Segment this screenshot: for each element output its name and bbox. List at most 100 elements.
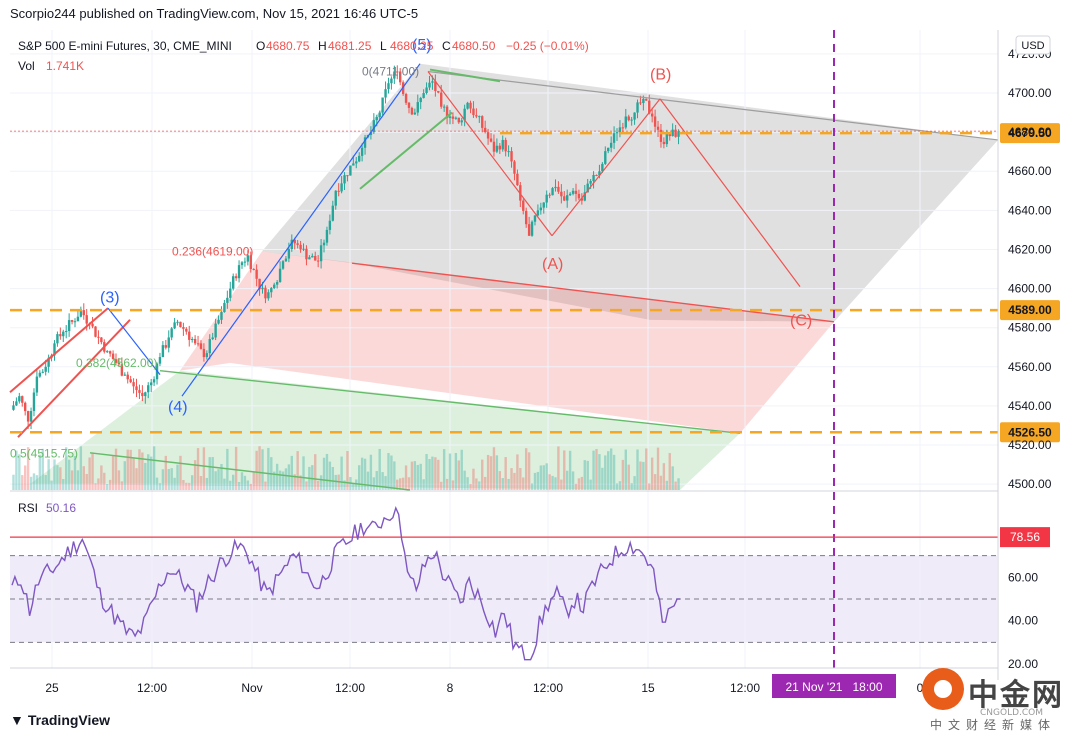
volume-bar [141,452,144,490]
candle-body [454,117,458,119]
date-highlight-label: 21 Nov '21 18:00 [785,680,882,694]
price-tick-label: 4660.00 [1008,164,1052,178]
volume-bar [182,480,185,490]
volume-bar [252,472,255,490]
volume-bar [642,461,645,490]
candle-body [290,239,293,250]
volume-bar [138,449,141,490]
volume-bar [188,482,191,490]
candle-body [352,163,355,166]
rsi-tick-label: 40.00 [1008,614,1038,628]
tradingview-logo[interactable]: ▼ TradingView [10,712,110,728]
candle-body [284,258,288,262]
volume-bar [120,481,124,490]
volume-bar [38,454,42,490]
volume-bar [65,447,68,490]
volume-bar [463,470,466,490]
candle-body [138,390,141,393]
candle-body [633,112,636,120]
candle-body [448,116,452,118]
candle-body [281,261,285,269]
time-tick-label: 12:00 [730,681,760,695]
volume-bar [601,467,604,490]
candle-body [94,326,97,337]
volume-bar [393,461,396,490]
candle-body [349,165,352,176]
volume-bar [428,458,431,490]
candle-body [18,396,21,402]
volume-bar [445,478,449,490]
volume-bar [211,457,214,490]
candle-body [220,312,223,320]
candle-body [513,161,516,174]
volume-bar [577,478,581,490]
candle-body [26,411,30,422]
candle-body [41,371,44,373]
candle-body [108,351,112,354]
candle-body [604,151,607,164]
volume-bar [311,465,314,490]
candle-body [545,194,548,203]
candle-body [530,221,534,236]
candle-body [571,190,575,194]
candle-body [372,120,376,133]
candle-body [322,242,326,246]
volume-bar [404,465,408,490]
volume-bar [548,474,551,490]
trendline-red-upper [9,307,109,393]
candle-body [381,97,384,113]
candle-body [577,193,581,199]
candle-body [314,255,317,261]
volume-bar [343,480,346,490]
rsi-line [11,505,680,661]
volume-bar [466,477,469,490]
volume-bar [574,483,578,490]
volume-bar [264,481,267,490]
candle-body [328,220,332,230]
volume-bar [563,450,566,490]
candle-body [510,151,513,162]
green-channel [30,370,740,490]
volume-bar [316,480,320,490]
candle-body [129,379,132,383]
volume-bar [334,474,337,490]
candle-body [334,190,337,206]
volume-bar [434,457,437,490]
candle-body [457,117,460,123]
volume-bar [568,450,572,490]
volume-bar [62,478,65,490]
volume-bar [126,449,129,490]
candle-body [574,190,578,194]
volume-bar [234,446,238,490]
candle-body [539,207,543,211]
ohlc-l-value: 4680.25 [390,39,434,53]
candle-body [114,359,118,363]
volume-bar [296,451,299,490]
volume-bar [26,447,30,490]
volume-bar [551,475,554,490]
candle-body [240,262,244,266]
volume-bar [595,448,598,490]
volume-bar [495,455,499,490]
volume-bar [53,459,56,490]
currency-box[interactable] [1015,35,1051,55]
time-tick-label: 12:00 [335,681,365,695]
candle-body [111,353,115,360]
volume-bar [161,469,165,490]
candle-body [117,362,121,365]
watermark-sub: 中文财经新媒体 [930,718,1057,732]
candle-body [293,239,296,244]
candle-body [164,345,168,348]
volume-bar [472,468,475,490]
price-tick-label: 4560.00 [1008,360,1052,374]
rsi-panel: 78.56 [10,505,1050,661]
candle-body [486,132,490,139]
candle-body [135,386,138,391]
volume-bar [246,480,250,490]
candle-body [91,323,94,327]
volume-bar [481,459,484,490]
candle-body [522,200,525,211]
candle-body [132,382,135,387]
candle-body [264,287,267,299]
